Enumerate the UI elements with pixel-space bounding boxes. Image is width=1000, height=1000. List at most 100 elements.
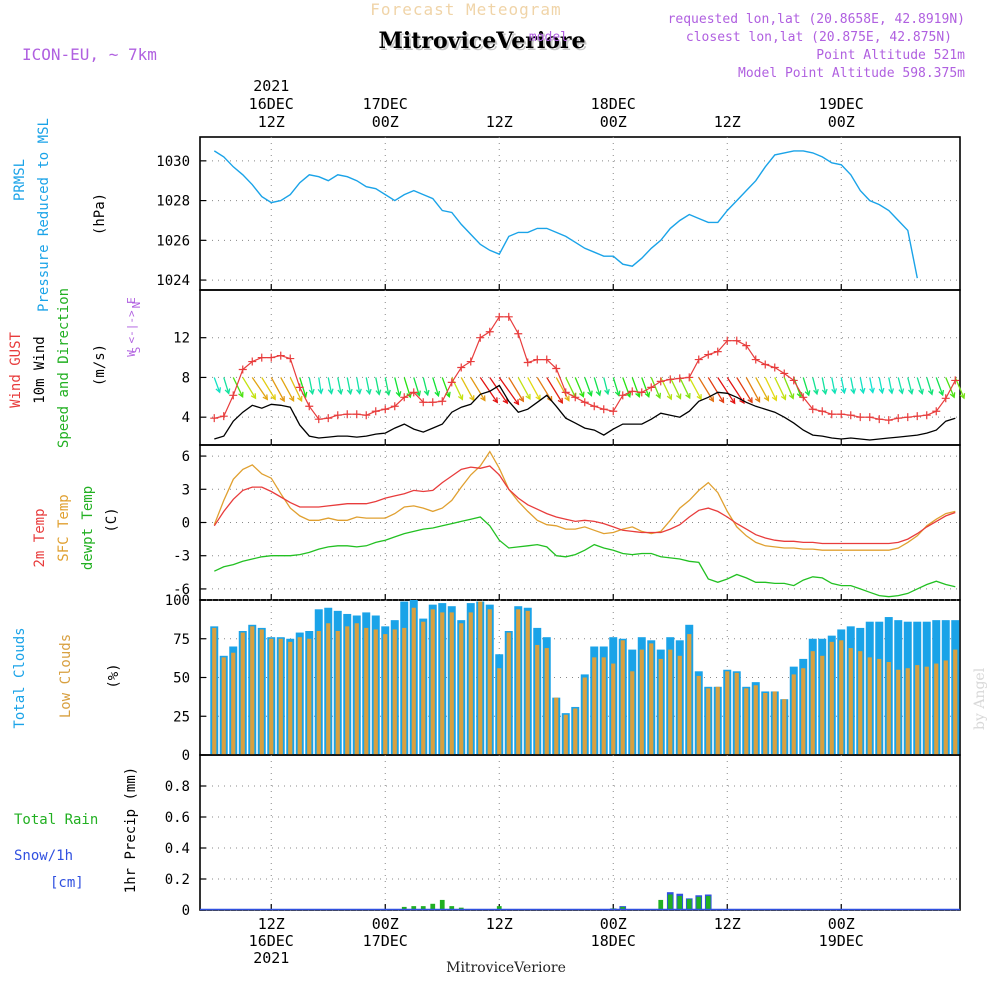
wind-direction-arrow [840,377,846,394]
wind-direction-arrow [688,377,702,400]
compass-rose: N W <-|-> E S [125,297,143,357]
low-cloud-bar [867,657,872,755]
low-cloud-bar [269,638,274,755]
low-cloud-bar [782,699,787,755]
wind-direction-arrow [546,377,563,404]
low-cloud-bar [924,666,929,755]
wind-gust-marker [561,388,570,397]
low-cloud-bar [354,623,359,755]
low-cloud-bar [715,686,720,755]
wind-gust-marker [941,394,950,403]
temp-unit-label: (C) [104,507,120,532]
wind-gust-marker [409,388,418,397]
low-cloud-bar [687,634,692,755]
wind-gust-marker [552,364,561,373]
wind-direction-arrow [346,377,352,394]
wind-gust-marker [352,410,361,419]
low-cloud-bar [820,655,825,755]
bottom-time-label: 12Z [714,915,741,933]
wind-arrowhead [850,388,857,395]
wind-arrowhead [224,388,231,395]
wind-direction-arrow [242,377,257,399]
wind-arrowhead [423,389,430,397]
wind-gust-marker [770,363,779,372]
wind-ytick-label: 12 [173,331,190,347]
wind-gust-marker [590,402,599,411]
wind-direction-arrow [888,377,893,394]
wind-direction-arrow [327,377,333,394]
wind-arrowhead [804,390,811,397]
wind-gust-marker [647,383,656,392]
low-cloud-bar [592,657,597,755]
wind-gust-marker [523,358,532,367]
wind-gust-marker [371,407,380,416]
pressure-panel: 1024 1026 1028 1030 [156,136,961,291]
temp-2m-label: 2m Temp [32,508,48,567]
low-cloud-bar [497,668,502,755]
precip-ytick-label: 0.6 [165,810,190,826]
wind-arrowhead [262,394,269,401]
low-cloud-bar [516,609,521,755]
wind-direction-arrow [498,377,519,405]
temp-dewpt-series [214,516,956,598]
wind-panel: 4 8 12 [173,289,966,446]
wind-direction-arrow [432,377,440,397]
wind-gust-marker [723,336,732,345]
wind-gust-marker [951,376,960,385]
low-cloud-bar [478,601,483,755]
top-time-label: 2021 [253,77,289,95]
wind-direction-arrow [365,377,371,394]
low-cloud-bar [630,671,635,755]
low-cloud-bar [335,631,340,755]
wind-arrowhead [685,392,691,400]
low-cloud-bar [896,669,901,755]
precip-panel: 0 0.2 0.4 0.6 0.8 [165,754,961,919]
wind-gust-marker [419,398,428,407]
clouds-ytick-label: 0 [182,748,190,764]
low-cloud-bar [696,675,701,755]
wind-direction-arrow [631,377,640,397]
wind-arrowhead [434,390,441,398]
wind-arrowhead [317,388,324,395]
wind-arrowhead [365,388,372,396]
low-cloud-bar [877,658,882,755]
rain-bar [658,899,664,910]
wind-arrowhead [250,393,257,400]
wind-gust-marker [637,388,646,397]
total-rain-label: Total Rain [14,812,98,828]
wind-arrowhead [898,388,905,395]
wind-direction-arrow [413,377,420,396]
wind-gust-marker [267,353,276,362]
wind-arrowhead [729,398,736,405]
compass-east-west: W <-|-> E [125,297,138,357]
wind-direction-arrow [280,377,295,402]
wind-gust-marker [894,414,903,423]
pressure-ytick-label: 1024 [156,273,190,289]
wind-arrowhead [308,388,315,396]
low-cloud-bar [611,663,616,755]
wind-arrowhead [821,388,828,396]
wind-arrowhead [739,397,745,405]
top-time-label: 00Z [828,113,855,131]
top-time-label: 12Z [714,113,741,131]
wind-gust-marker [837,410,846,419]
wind-arrowhead [415,390,421,397]
wind-direction-arrow [736,377,753,403]
low-cloud-bar [449,612,454,755]
temp-ytick-label: 6 [182,449,190,465]
wind-gust-marker [865,413,874,422]
low-cloud-bar [459,623,464,755]
wind-arrowhead [878,387,885,395]
low-cloud-bar [421,621,426,755]
low-cloud-bar [649,643,654,755]
low-cloud-bar [345,626,350,755]
clouds-panel: 0 25 50 75 100 [165,593,961,764]
wind-gust-marker [713,347,722,356]
wind-gust-marker [704,350,713,359]
clouds-ytick-label: 50 [173,671,190,687]
wind-direction-arrow [470,377,486,401]
wind-direction-arrow [774,377,786,400]
wind-gust-marker [827,410,836,419]
requested-coords: requested lon,lat (20.8658E, 42.8919N) [668,12,965,27]
rain-bar [430,903,436,910]
